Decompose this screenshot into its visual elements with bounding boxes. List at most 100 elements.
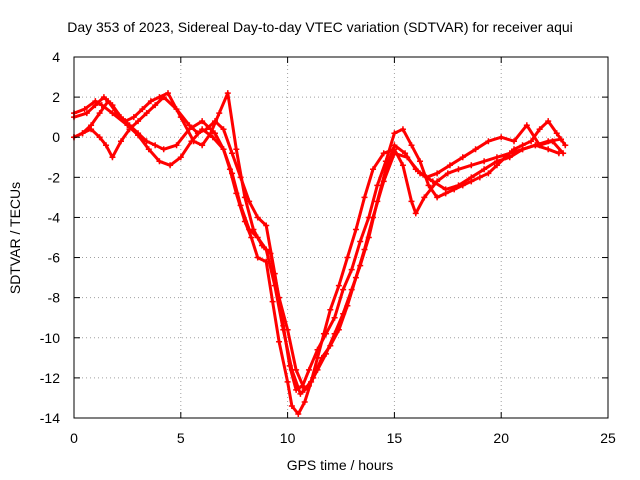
data-point — [190, 138, 197, 145]
x-tick-label: 25 — [600, 430, 616, 446]
data-point — [380, 150, 387, 157]
data-point — [340, 286, 347, 293]
data-point — [143, 110, 150, 117]
data-point — [340, 310, 347, 317]
y-tick-label: -14 — [40, 410, 60, 426]
data-point — [220, 126, 227, 133]
data-point — [246, 226, 253, 233]
data-point — [83, 110, 90, 117]
y-tick-label: -12 — [40, 370, 60, 386]
series-layer — [71, 90, 569, 417]
data-point — [295, 410, 302, 417]
data-point — [160, 94, 167, 101]
data-point — [160, 146, 167, 153]
x-tick-label: 20 — [493, 430, 509, 446]
data-point — [126, 126, 133, 133]
data-point — [344, 254, 351, 261]
data-point — [145, 146, 152, 153]
data-point — [233, 146, 240, 153]
data-point — [361, 194, 368, 201]
data-point — [117, 114, 124, 121]
series-track-4 — [71, 94, 569, 393]
data-point — [88, 126, 95, 133]
data-point — [305, 382, 312, 389]
data-point — [100, 94, 107, 101]
data-point — [434, 194, 441, 201]
data-point — [493, 162, 500, 169]
data-point — [549, 138, 556, 145]
data-point — [348, 286, 355, 293]
data-point — [177, 154, 184, 161]
y-tick-label: 2 — [52, 89, 60, 105]
y-tick-label: 0 — [52, 129, 60, 145]
data-point — [152, 102, 159, 109]
data-point — [109, 102, 116, 109]
data-point — [288, 402, 295, 409]
data-point — [451, 186, 458, 193]
data-point — [444, 170, 451, 177]
data-point — [476, 174, 483, 181]
data-point — [254, 214, 261, 221]
data-point — [220, 146, 227, 153]
data-point — [216, 110, 223, 117]
data-point — [299, 382, 306, 389]
data-point — [370, 166, 377, 173]
data-point — [211, 130, 218, 137]
data-point — [229, 170, 236, 177]
data-point — [246, 198, 253, 205]
data-point — [562, 142, 569, 149]
data-point — [135, 130, 142, 137]
data-point — [528, 138, 535, 145]
data-point — [331, 330, 338, 337]
series-track-3 — [71, 94, 567, 397]
data-point — [147, 98, 154, 105]
y-tick-label: 4 — [52, 49, 60, 65]
data-point — [271, 270, 278, 277]
y-axis-title: SDTVAR / TECUs — [7, 182, 23, 294]
y-tick-label: -2 — [48, 169, 61, 185]
data-point — [135, 118, 142, 125]
data-point — [109, 154, 116, 161]
data-point — [254, 254, 261, 261]
data-point — [399, 162, 406, 169]
data-point — [301, 398, 308, 405]
data-point — [545, 146, 552, 153]
data-point — [459, 154, 466, 161]
data-point — [323, 330, 330, 337]
data-point — [545, 118, 552, 125]
data-point — [402, 150, 409, 157]
data-point — [314, 346, 321, 353]
data-point — [536, 142, 543, 149]
data-point — [117, 138, 124, 145]
x-tick-label: 15 — [387, 430, 403, 446]
data-point — [425, 182, 432, 189]
data-point — [421, 194, 428, 201]
data-point — [186, 122, 193, 129]
data-point — [382, 158, 389, 165]
data-point — [156, 158, 163, 165]
data-point — [173, 142, 180, 149]
data-point — [365, 214, 372, 221]
data-point — [130, 114, 137, 121]
data-point — [269, 298, 276, 305]
data-point — [305, 366, 312, 373]
data-point — [263, 222, 270, 229]
data-point — [248, 234, 255, 241]
data-point — [468, 162, 475, 169]
data-point — [348, 266, 355, 273]
data-point — [254, 234, 261, 241]
data-point — [276, 338, 283, 345]
data-point — [152, 142, 159, 149]
series-line — [72, 91, 563, 392]
y-tick-label: -6 — [48, 250, 61, 266]
data-point — [280, 322, 287, 329]
y-tick-label: -4 — [48, 209, 61, 225]
data-point — [143, 138, 150, 145]
data-point — [229, 150, 236, 157]
data-point — [481, 158, 488, 165]
data-point — [502, 154, 509, 161]
data-point — [357, 262, 364, 269]
data-point — [391, 130, 398, 137]
